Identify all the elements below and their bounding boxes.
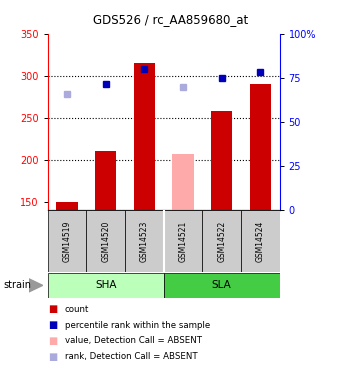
Bar xyxy=(172,154,194,210)
Text: SLA: SLA xyxy=(212,280,232,290)
Text: percentile rank within the sample: percentile rank within the sample xyxy=(65,321,210,330)
Text: value, Detection Call = ABSENT: value, Detection Call = ABSENT xyxy=(65,336,202,345)
Text: ■: ■ xyxy=(48,352,58,362)
Bar xyxy=(250,84,271,210)
Bar xyxy=(134,63,155,210)
Polygon shape xyxy=(29,279,43,292)
Bar xyxy=(164,210,202,272)
Text: ■: ■ xyxy=(48,304,58,314)
Text: count: count xyxy=(65,305,89,314)
Bar xyxy=(95,151,116,210)
Text: ■: ■ xyxy=(48,336,58,346)
Text: SHA: SHA xyxy=(95,280,117,290)
Text: GSM14523: GSM14523 xyxy=(140,220,149,262)
Bar xyxy=(164,273,280,298)
Bar xyxy=(86,210,125,272)
Text: GSM14519: GSM14519 xyxy=(62,220,72,262)
Bar xyxy=(241,210,280,272)
Bar xyxy=(211,111,232,210)
Text: ■: ■ xyxy=(48,320,58,330)
Bar xyxy=(48,273,164,298)
Text: GSM14524: GSM14524 xyxy=(256,220,265,262)
Text: rank, Detection Call = ABSENT: rank, Detection Call = ABSENT xyxy=(65,352,197,361)
Bar xyxy=(125,210,164,272)
Bar xyxy=(48,210,86,272)
Bar xyxy=(202,210,241,272)
Text: GSM14521: GSM14521 xyxy=(178,220,188,262)
Text: GSM14522: GSM14522 xyxy=(217,220,226,262)
Bar xyxy=(56,202,78,210)
Text: GDS526 / rc_AA859680_at: GDS526 / rc_AA859680_at xyxy=(93,13,248,26)
Text: strain: strain xyxy=(3,280,31,290)
Text: GSM14520: GSM14520 xyxy=(101,220,110,262)
